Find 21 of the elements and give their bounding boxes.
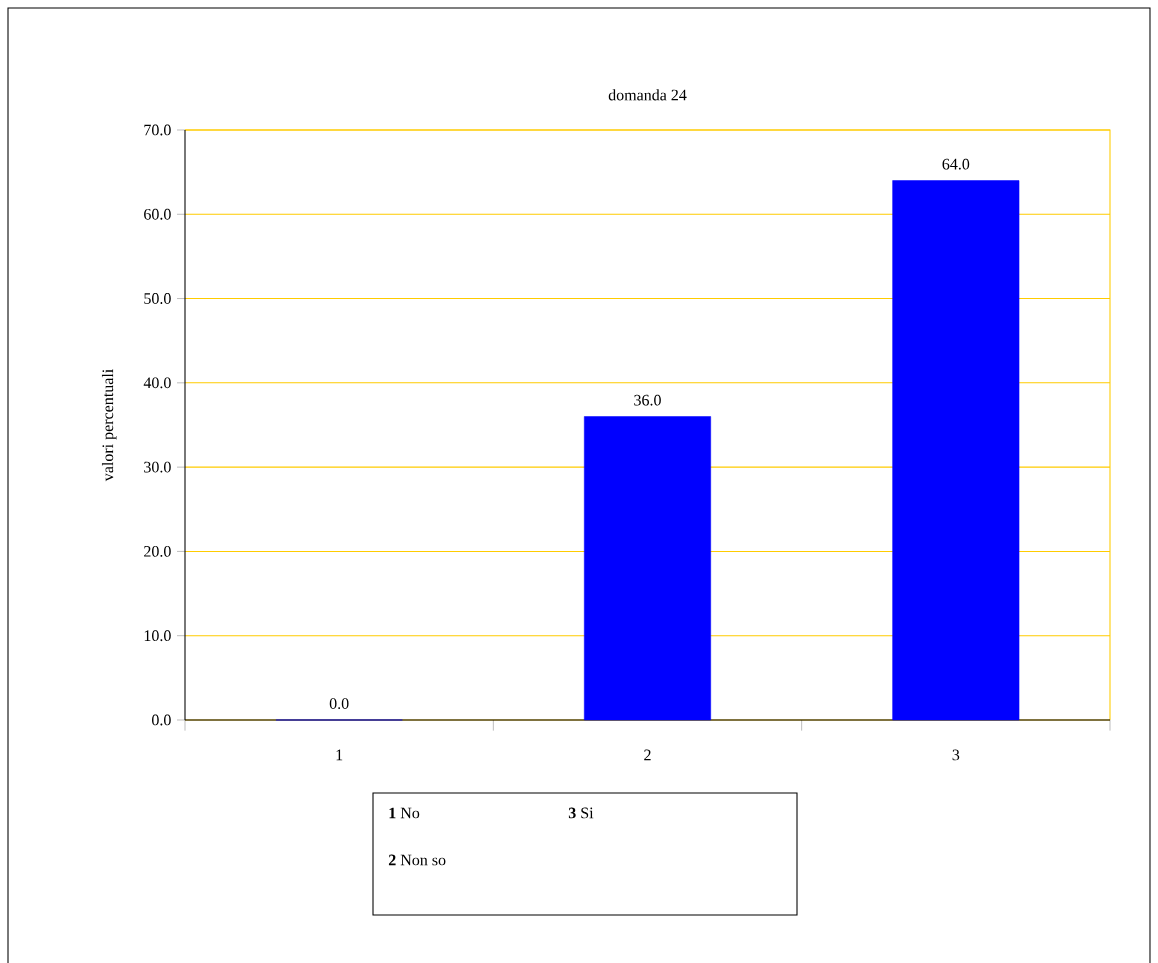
y-tick-label: 40.0: [143, 377, 171, 389]
x-tick-label: 3: [952, 749, 960, 761]
y-tick-label: 70.0: [144, 124, 171, 136]
y-tick-label: 10.0: [144, 630, 171, 642]
data-label: 64.0: [942, 158, 970, 170]
bar: [892, 180, 1020, 721]
text: 3 Si: [568, 807, 594, 819]
data-label: 36.0: [634, 394, 661, 406]
y-axis-title: valori percentuali: [101, 369, 117, 482]
bar: [584, 416, 711, 721]
y-tick-label: 20.0: [144, 545, 171, 557]
y-tick-label: 0.0: [152, 714, 171, 726]
data-label: 0.0: [329, 698, 349, 710]
text: 1 No: [389, 807, 420, 819]
y-tick-label: 60.0: [144, 208, 171, 220]
y-tick-label: 50.0: [144, 293, 171, 304]
chart-title: domanda 24: [608, 89, 687, 101]
text: 2 Non so: [388, 854, 446, 866]
x-tick-label: 2: [644, 749, 651, 761]
x-tick-label: 1: [336, 749, 343, 761]
y-tick-label: 30.0: [144, 461, 171, 473]
